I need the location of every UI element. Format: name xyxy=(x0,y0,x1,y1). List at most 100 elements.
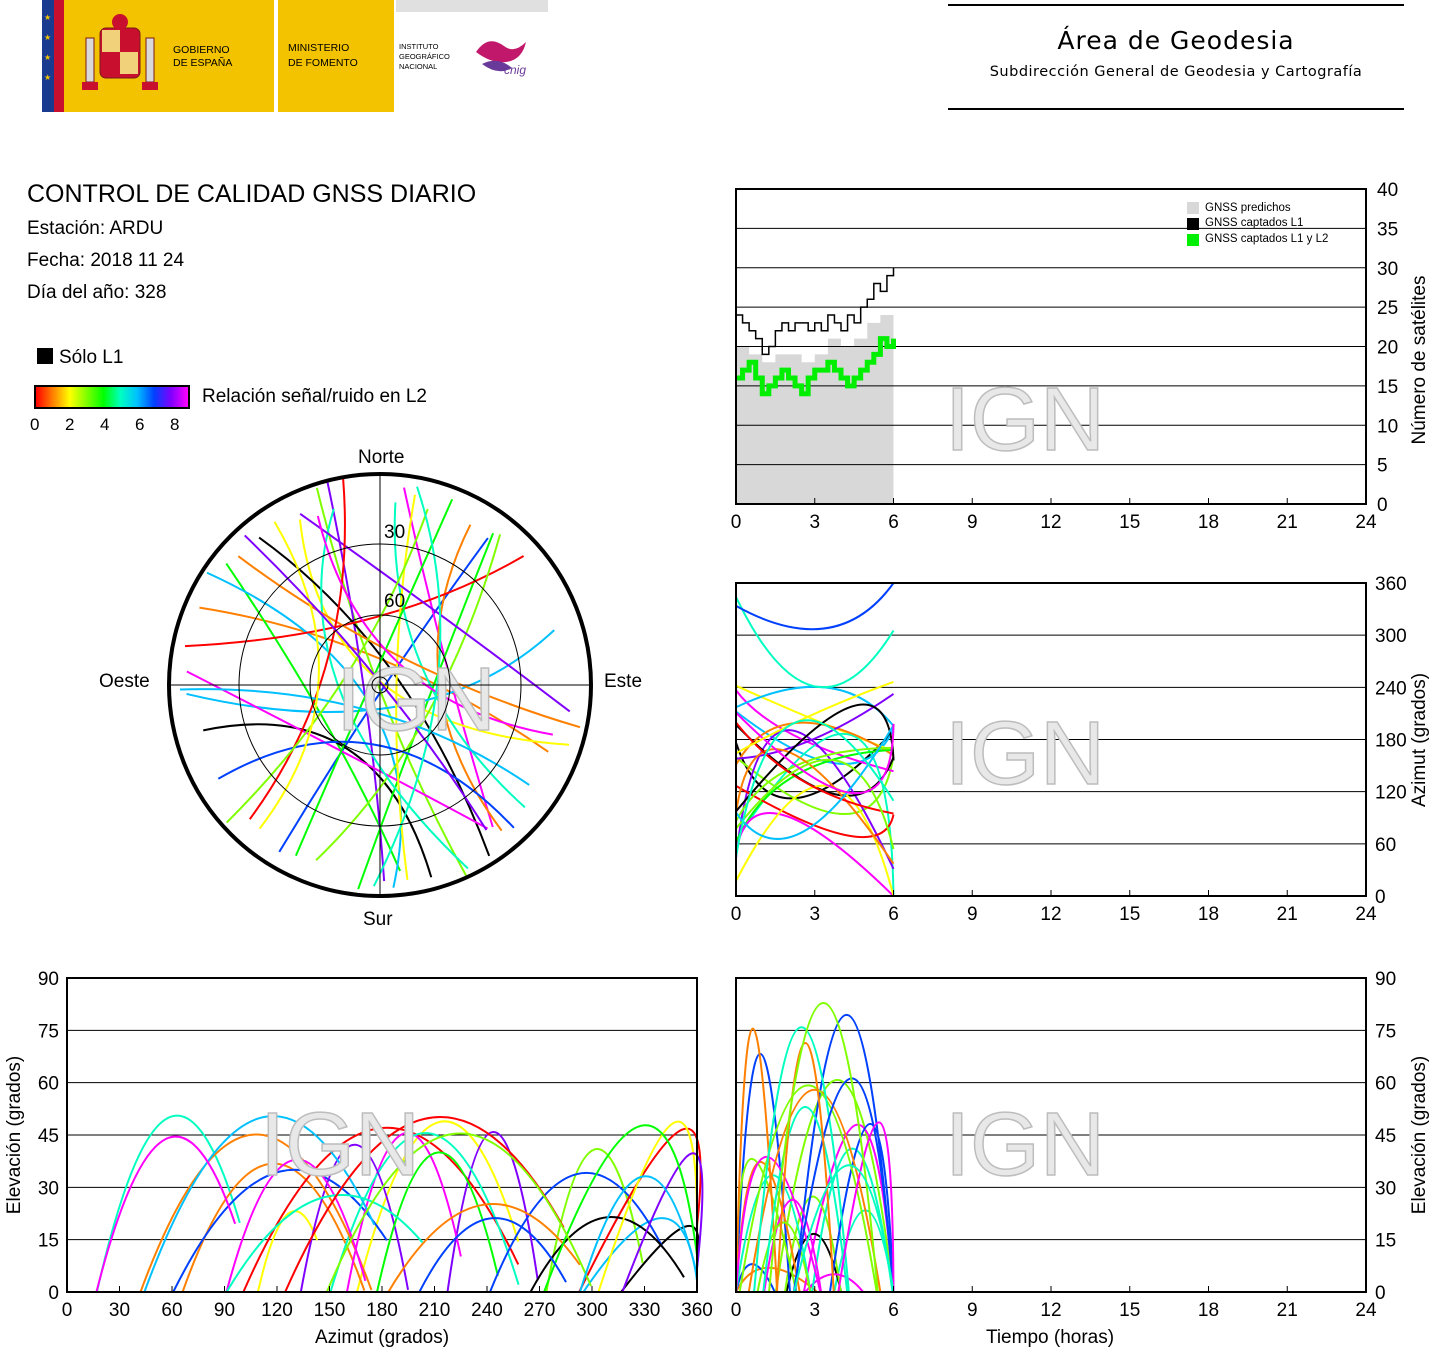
snr-tick-2: 2 xyxy=(65,415,75,434)
y-tick-label: 35 xyxy=(1377,219,1398,240)
x-tick-label: 24 xyxy=(1355,512,1377,533)
elevation-track xyxy=(756,1221,812,1293)
elevation-azimuth-track xyxy=(345,1131,462,1293)
elevation-azimuth-track xyxy=(95,1135,237,1293)
azt-ylabel: Azimut (grados) xyxy=(1409,673,1430,807)
elevation-azimuth-track xyxy=(387,1203,581,1293)
elevation-azimuth-track xyxy=(489,1172,664,1293)
y-tick-label: 30 xyxy=(1377,259,1398,280)
x-tick-label: 15 xyxy=(1119,1300,1140,1321)
y-tick-label: 30 xyxy=(1375,1178,1396,1199)
elevation-track xyxy=(753,1026,850,1293)
header-title: Área de Geodesia xyxy=(1057,26,1295,55)
y-tick-label: 20 xyxy=(1377,338,1398,359)
y-tick-label: 75 xyxy=(38,1021,59,1042)
y-tick-label: 10 xyxy=(1377,416,1398,437)
x-tick-label: 30 xyxy=(109,1300,130,1321)
x-tick-label: 21 xyxy=(1277,1300,1298,1321)
x-tick-label: 21 xyxy=(1277,512,1298,533)
elevation-track xyxy=(768,1002,879,1293)
elevation-track xyxy=(738,1084,878,1293)
azimuth-track xyxy=(735,721,894,815)
y-tick-label: 75 xyxy=(1375,1021,1396,1042)
sky-track xyxy=(372,486,442,887)
station-label: Estación: ARDU xyxy=(27,218,164,239)
x-tick-label: 270 xyxy=(524,1300,556,1321)
count-legend: GNSS predichos GNSS captados L1 GNSS cap… xyxy=(1187,202,1328,246)
elevation-azimuth-track xyxy=(256,1210,319,1293)
logo-line1: GOBIERNO xyxy=(173,44,230,56)
snr-tick-6: 6 xyxy=(135,415,145,434)
elevation-azimuth-track xyxy=(242,1126,520,1293)
series-predicted-area xyxy=(736,315,894,504)
sky-track xyxy=(186,670,489,830)
y-tick-label: 300 xyxy=(1375,626,1407,647)
y-tick-label: 0 xyxy=(1375,887,1386,908)
azimuth-track xyxy=(735,681,894,755)
elevation-track xyxy=(837,1121,895,1293)
x-tick-label: 21 xyxy=(1277,904,1298,925)
y-tick-label: 45 xyxy=(1375,1126,1396,1147)
coat-of-arms-icon xyxy=(82,14,158,90)
legend-l1-label: GNSS captados L1 xyxy=(1205,217,1303,229)
x-tick-label: 15 xyxy=(1119,904,1140,925)
x-tick-label: 6 xyxy=(888,904,899,925)
legend-l1l2-swatch xyxy=(1187,234,1199,246)
elevation-track xyxy=(785,1232,843,1293)
sky-track xyxy=(316,515,554,736)
y-tick-label: 240 xyxy=(1375,678,1407,699)
y-tick-label: 0 xyxy=(48,1283,59,1304)
x-tick-label: 9 xyxy=(967,1300,978,1321)
elt-ylabel: Elevación (grados) xyxy=(1409,1056,1430,1214)
header-rule-bottom xyxy=(948,108,1404,110)
sky-track xyxy=(436,524,503,832)
y-tick-label: 15 xyxy=(1375,1231,1396,1252)
azimuth-track xyxy=(735,748,895,865)
azimuth-track xyxy=(735,785,895,839)
series-captured-l1-line xyxy=(736,267,895,356)
elevation-azimuth-track xyxy=(139,1133,373,1293)
sky-track xyxy=(217,740,515,829)
elevation-azimuth-track xyxy=(325,1132,592,1293)
snr-tick-4: 4 xyxy=(100,415,110,434)
elevation-azimuth-track xyxy=(376,1151,499,1293)
sky-plot: IGN 30 60 Norte Sur Este Oeste xyxy=(99,447,642,930)
x-tick-label: 0 xyxy=(62,1300,73,1321)
y-tick-label: 90 xyxy=(1375,969,1396,990)
x-tick-label: 12 xyxy=(1040,512,1061,533)
y-tick-label: 40 xyxy=(1377,180,1398,201)
azimuth-track xyxy=(735,596,895,689)
y-tick-label: 45 xyxy=(38,1126,59,1147)
y-tick-label: 30 xyxy=(38,1178,59,1199)
sky-track xyxy=(186,629,555,713)
x-tick-label: 18 xyxy=(1198,904,1219,925)
elevation-time-chart: IGN 0 15 30 45 60 75 90 0 3 6 9 12 15 18 21 24 Tiempo (… xyxy=(731,969,1430,1348)
x-tick-label: 15 xyxy=(1119,512,1140,533)
elevation-azimuth-chart: IGN 0 15 30 45 60 75 90 0 30 60 90 120 150 180 210 240 2… xyxy=(4,969,713,1348)
elevation-track xyxy=(793,1164,895,1293)
x-tick-label: 210 xyxy=(419,1300,451,1321)
elevation-azimuth-track xyxy=(143,1115,376,1293)
elevation-azimuth-track xyxy=(418,1217,567,1293)
x-tick-label: 300 xyxy=(576,1300,608,1321)
sky-label-south: Sur xyxy=(363,909,393,930)
ministry-line2: DE FOMENTO xyxy=(288,57,358,69)
legend-l1-swatch xyxy=(1187,218,1199,230)
l1-only-label: Sólo L1 xyxy=(59,347,124,368)
elevation-track xyxy=(774,1079,895,1293)
azimuth-time-chart: IGN 0 60 120 180 240 300 360 0 3 6 9 12 15 18 21 24 Azi… xyxy=(731,574,1430,925)
azimuth-track xyxy=(735,719,895,858)
y-tick-label: 360 xyxy=(1375,574,1407,595)
x-tick-label: 330 xyxy=(629,1300,661,1321)
date-label: Fecha: 2018 11 24 xyxy=(27,250,185,271)
azimuth-track xyxy=(735,711,895,795)
header-rule-top xyxy=(948,4,1404,6)
y-tick-label: 5 xyxy=(1377,456,1388,477)
sky-track xyxy=(320,508,469,870)
elt-watermark: IGN xyxy=(945,1095,1105,1195)
sky-track xyxy=(299,512,571,713)
sky-watermark: IGN xyxy=(336,650,496,750)
x-tick-label: 9 xyxy=(967,512,978,533)
x-tick-label: 0 xyxy=(731,904,742,925)
sky-ring-label-60: 60 xyxy=(384,591,405,612)
